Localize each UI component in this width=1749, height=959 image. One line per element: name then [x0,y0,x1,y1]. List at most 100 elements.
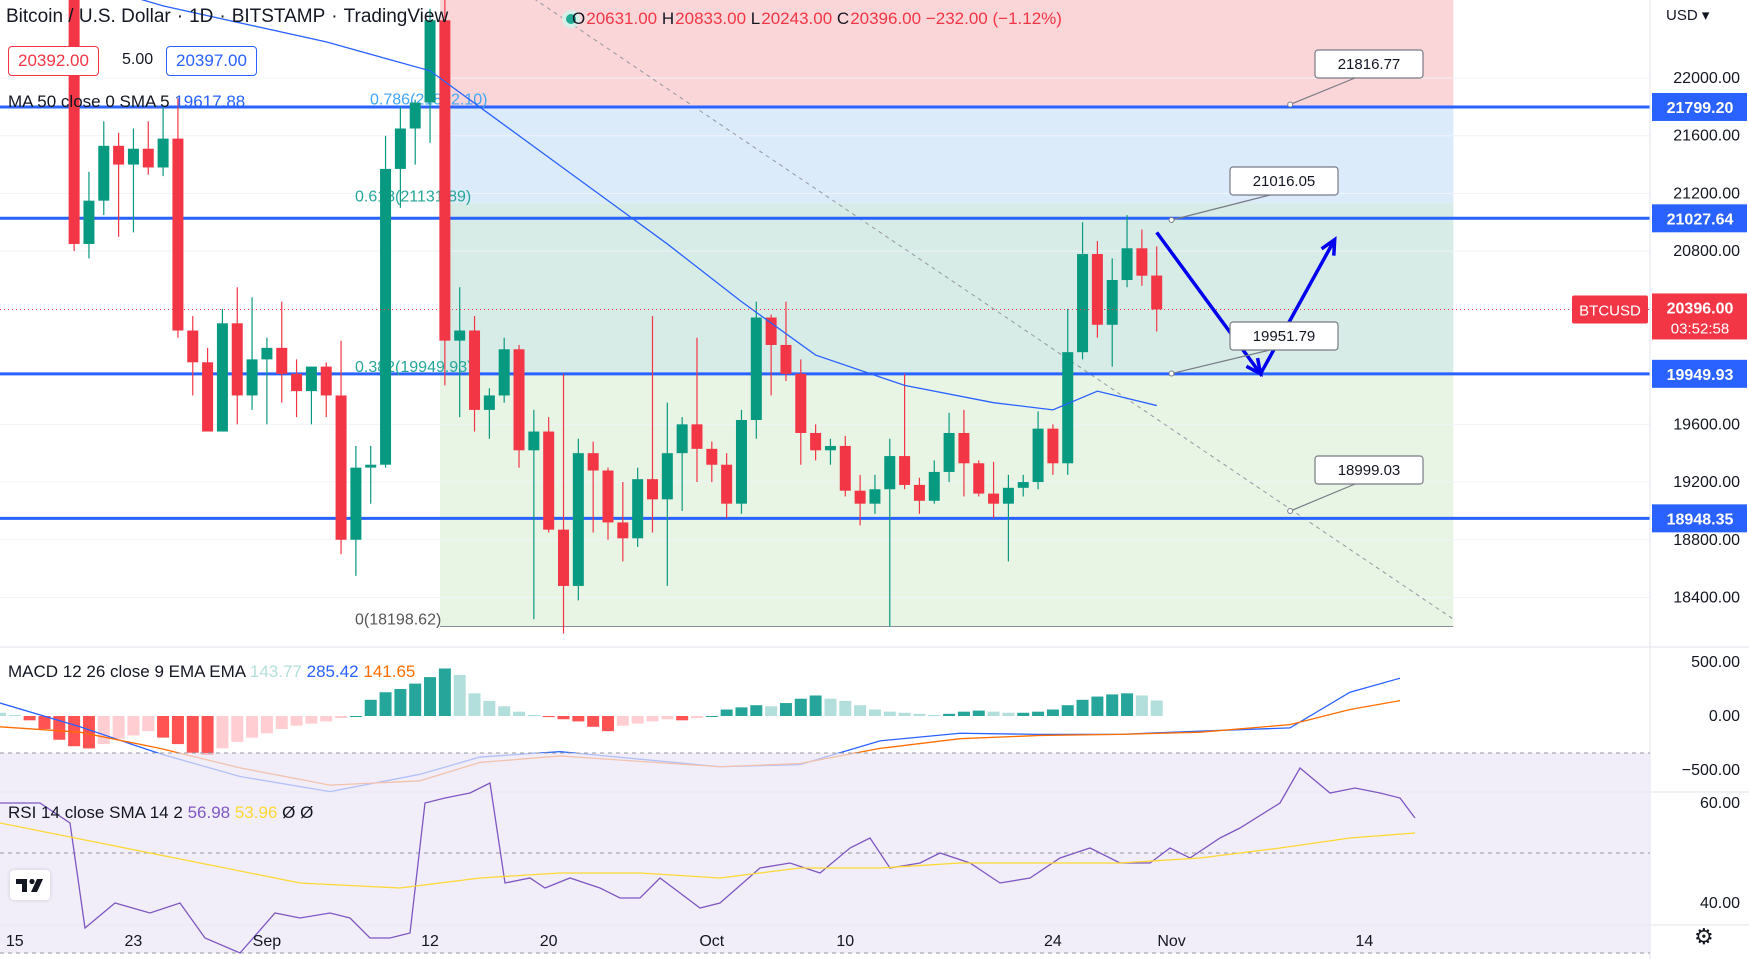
rsi-value: 56.98 [187,803,231,822]
y-axis-tick: 19600.00 [1673,416,1740,433]
candle [1017,474,1029,497]
y-axis-tick: 20800.00 [1673,243,1740,260]
ma-legend[interactable]: MA 50 close 0 SMA 5 19617.88 [8,92,246,111]
macd-histogram-bar [38,716,51,729]
macd-histogram-bar [513,711,526,716]
candle [216,308,228,432]
candle [320,362,332,418]
y-axis-tick: 18800.00 [1673,532,1740,549]
macd-histogram-bar [1076,699,1089,716]
macd-histogram-bar [794,698,807,716]
countdown-label: 03:52:58 [1671,320,1729,337]
macd-histogram-bar [1106,694,1119,716]
macd-histogram-bar [186,716,199,753]
level-price-tag: 18948.35 [1652,504,1747,533]
brand-label: TradingView [343,6,449,27]
macd-histogram-bar [750,705,763,716]
candle [899,373,911,490]
candle [83,171,95,259]
candle [1121,215,1133,288]
candle [261,337,273,425]
macd-histogram-bar [305,716,318,724]
candle [795,359,807,465]
macd-histogram-bar [1061,705,1074,716]
level-price-label: 19949.93 [1667,367,1734,384]
candle [231,287,243,425]
candle [1091,241,1103,338]
candle [483,388,495,439]
buy-price-button[interactable]: 20397.00 [166,46,257,76]
candle [513,344,525,468]
x-axis-tick: 24 [1044,933,1062,950]
fib-label: 0.382(19949.93) [355,359,472,376]
macd-legend[interactable]: MACD 12 26 close 9 EMA EMA 143.77 285.42… [8,662,416,681]
settings-gear-icon[interactable]: ⚙ [1694,924,1714,949]
candle [1002,474,1014,562]
fib-zone [440,373,1454,627]
candle [498,337,510,403]
interval-label[interactable]: 1D [189,6,214,27]
candle [127,128,139,233]
candle [721,453,733,519]
candle [1106,258,1118,367]
macd-histogram-bar [676,716,689,721]
macd-histogram-bar [1091,696,1104,716]
macd-histogram-bar [1017,712,1030,716]
macd-histogram-bar [631,716,644,724]
candle [884,438,896,627]
candle [157,106,169,177]
candle [913,477,925,514]
candle [291,359,303,418]
macd-histogram-bar [171,716,184,745]
candle [854,474,866,526]
change-value: −232.00 (−1.12%) [925,9,1062,28]
macd-histogram-bar [409,683,422,716]
macd-value: 285.42 [306,662,359,681]
candle [780,301,792,382]
macd-histogram-bar [424,677,437,716]
close-value: 20396.00 [850,9,922,28]
macd-histogram-bar [690,716,703,719]
y-axis-tick: 22000.00 [1673,70,1740,87]
macd-histogram-bar [320,716,333,722]
open-value: 20631.00 [586,9,658,28]
candle [276,301,288,403]
macd-histogram-bar [260,716,273,734]
ma-line [140,0,1157,411]
candle [1062,308,1074,475]
candle [246,297,258,410]
candle [943,412,955,483]
candle [1077,222,1089,360]
x-axis-tick: 15 [6,933,24,950]
macd-histogram-bar [765,706,778,716]
macd-histogram-bar [720,709,733,716]
macd-histogram-bar [542,716,555,718]
macd-histogram-bar [290,716,303,726]
candle [439,0,451,386]
macd-histogram-bar [943,713,956,716]
level-price-label: 21027.64 [1667,211,1734,228]
macd-histogram-bar [453,674,466,716]
tradingview-logo-icon[interactable] [10,870,50,900]
candle [824,438,836,465]
candle [661,402,673,586]
x-axis-tick: 23 [125,933,143,950]
symbol-title[interactable]: Bitcoin / U.S. Dollar [6,6,171,27]
macd-histogram-bar [1046,709,1059,716]
x-axis-tick: 20 [540,933,558,950]
x-axis-tick: 14 [1355,933,1373,950]
y-axis-tick: 19200.00 [1673,474,1740,491]
sell-price-button[interactable]: 20392.00 [8,46,99,76]
level-price-tag: 21027.64 [1652,204,1747,233]
current-price-tag: BTCUSD 20396.00 03:52:58 [1572,293,1747,340]
macd-histogram-bar [572,716,585,722]
macd-histogram-bar [987,711,1000,716]
callout-label: 18999.03 [1338,462,1401,479]
level-price-label: 21799.20 [1667,100,1734,117]
candle [1047,424,1059,475]
currency-selector[interactable]: USD ▾ [1666,7,1710,24]
candle [958,409,970,497]
rsi-legend[interactable]: RSI 14 close SMA 14 2 56.98 53.96 Ø Ø [8,803,314,822]
macd-histogram-bar [1121,693,1134,716]
